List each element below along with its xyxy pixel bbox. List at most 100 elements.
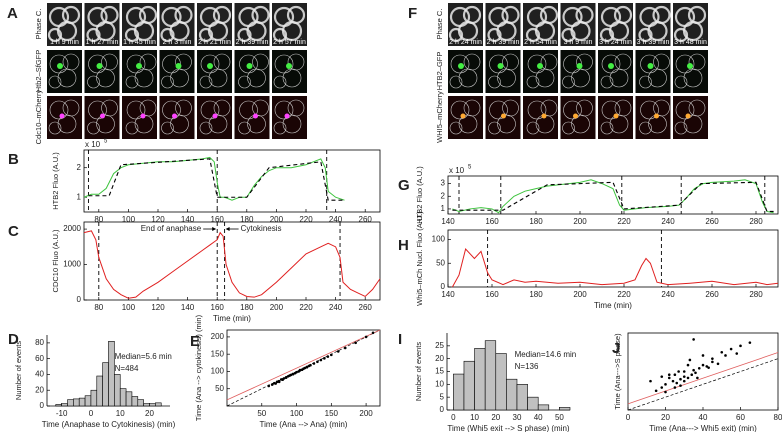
y-tick-label: 10 xyxy=(435,379,444,388)
data-line xyxy=(452,179,774,214)
time-label: 2 h 21 min xyxy=(198,39,231,46)
x-tick-label: 180 xyxy=(240,215,254,224)
hist-bar xyxy=(537,404,550,411)
x-tick-label: 280 xyxy=(749,217,763,226)
x-tick-label: 240 xyxy=(661,217,675,226)
x-tick-label: 140 xyxy=(181,215,195,224)
panel: C 80 100 120 140 160 180 200 220 240 260 0 1000 2000 T… xyxy=(8,221,381,323)
signal xyxy=(460,113,466,119)
x-tick-label: 120 xyxy=(151,215,165,224)
panel: B 80 100 120 140 160 180 200 220 240 260 1 2 HTB2 Flu… xyxy=(8,139,381,224)
point xyxy=(323,357,326,360)
cell-outline xyxy=(237,27,252,43)
micrograph xyxy=(122,50,157,93)
point xyxy=(284,376,288,379)
signal xyxy=(501,113,506,119)
cell-outline xyxy=(489,100,508,120)
cell-outline xyxy=(497,68,516,88)
hist-bar xyxy=(108,341,115,407)
cell-outline xyxy=(57,68,77,88)
cell-outline xyxy=(448,27,464,43)
cell-outline xyxy=(198,27,214,43)
y-tick-label: 100 xyxy=(211,367,225,376)
hist-bar xyxy=(484,340,497,411)
cell-outline xyxy=(525,27,541,43)
cell-outline xyxy=(601,100,621,120)
fit-line xyxy=(88,158,345,201)
x-tick-label: 160 xyxy=(485,217,499,226)
x-tick-label: 140 xyxy=(441,217,455,226)
time-label: 2 h 24 min xyxy=(449,39,482,46)
y-axis-label: HTB2 Fluo (A.U.) xyxy=(51,152,60,210)
x-tick-label: 280 xyxy=(749,290,763,299)
signal xyxy=(140,113,146,119)
signal xyxy=(284,113,290,119)
point xyxy=(309,363,312,367)
cell-outline xyxy=(282,68,302,88)
cell-outline xyxy=(125,121,139,135)
x-tick-label: 80 xyxy=(774,413,782,422)
cell-outline xyxy=(208,114,228,134)
y-tick-label: 2000 xyxy=(63,224,81,233)
plot-frame xyxy=(83,149,381,213)
cell-outline xyxy=(96,114,115,134)
y-tick-label: 25 xyxy=(435,341,444,350)
y-tick-label: 2 xyxy=(441,191,446,200)
panel: D -10 0 10 20 0 20 40 60 80 Time (Anaphase to Cyto… xyxy=(8,331,176,429)
point xyxy=(724,354,727,357)
nucleus xyxy=(647,63,654,69)
y-axis-label: Time (Ana --> cytokinesis) (min) xyxy=(194,314,203,421)
x-tick-label: 150 xyxy=(325,409,339,418)
nucleus xyxy=(687,63,693,69)
y-tick-label: 0 xyxy=(441,282,446,291)
point xyxy=(354,341,357,345)
cell-outline xyxy=(449,121,463,135)
arrow-head xyxy=(225,227,230,231)
point xyxy=(735,352,739,355)
x-tick-label: 240 xyxy=(661,290,675,299)
cell-outline xyxy=(208,68,228,88)
cell-outline xyxy=(199,121,213,135)
cell-outline xyxy=(162,100,181,120)
identity-line xyxy=(627,358,779,411)
stat-note: N=136 xyxy=(515,362,539,371)
point xyxy=(330,353,333,357)
x-tick-label: 80 xyxy=(94,303,103,312)
point xyxy=(671,379,675,383)
annotation: Cytokinesis xyxy=(241,224,282,233)
hist-bar xyxy=(90,389,98,407)
point xyxy=(748,341,752,344)
x-tick-label: 20 xyxy=(661,413,670,422)
time-label: 2 h 39 min xyxy=(487,39,520,46)
panel-letter: D xyxy=(8,331,19,348)
cell-outline xyxy=(600,75,614,89)
point xyxy=(319,358,323,362)
point xyxy=(701,363,705,367)
panel: J 0 20 40 60 80 Time (Ana---> Whi5 exit) (min)… xyxy=(612,332,782,432)
hist-bar xyxy=(474,348,486,411)
hist-bar xyxy=(125,391,133,407)
point xyxy=(673,386,677,389)
nucleus xyxy=(497,63,504,69)
y-tick-label: 0 xyxy=(40,401,45,410)
hist-bar xyxy=(516,384,528,411)
point xyxy=(298,368,302,372)
hist-bar xyxy=(463,360,475,411)
data-line xyxy=(83,230,381,299)
point xyxy=(679,377,682,381)
point xyxy=(282,377,286,380)
x-tick-label: 10 xyxy=(470,413,479,422)
cell-outline xyxy=(134,68,154,88)
point xyxy=(711,360,714,364)
cell-outline xyxy=(161,121,174,135)
point xyxy=(274,382,277,385)
point xyxy=(371,331,375,335)
x-tick-label: 180 xyxy=(240,303,254,312)
point xyxy=(677,370,680,373)
point xyxy=(291,372,295,376)
x-tick-label: 260 xyxy=(359,303,373,312)
cell-outline xyxy=(535,68,555,88)
point xyxy=(682,379,686,383)
signal xyxy=(685,113,691,119)
point xyxy=(316,360,319,364)
